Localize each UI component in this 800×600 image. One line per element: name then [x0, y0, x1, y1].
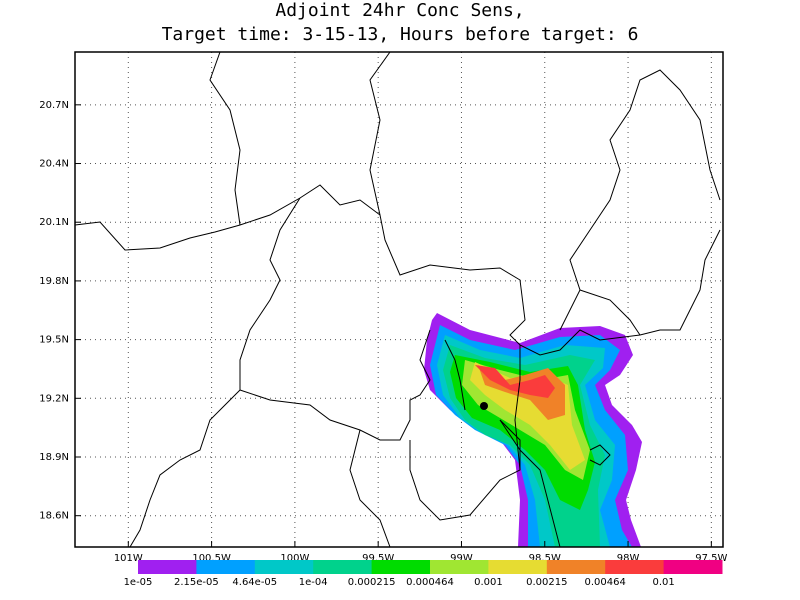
colorbar-label: 1e-04: [299, 577, 328, 588]
y-tick-label: 20.1N: [39, 217, 69, 228]
border: [369, 52, 391, 216]
title-line: Target time: 3-15-13, Hours before targe…: [162, 24, 639, 45]
border: [559, 69, 721, 331]
x-tick-label: 98.5W: [529, 553, 561, 564]
colorbar-segment: [138, 560, 197, 574]
colorbar: 1e-05 2.15e-05 4.64e-05 1e-04 0.000215 0.0004…: [124, 560, 723, 588]
axes: 18.6N 18.9N 19.2N 19.5N 19.8N 20.1N 20.4N 20.7N…: [39, 100, 727, 564]
y-tick-label: 18.6N: [39, 511, 69, 522]
plot-frame: [74, 51, 724, 548]
colorbar-segment: [488, 560, 548, 574]
colorbar-label: 2.15e-05: [174, 577, 219, 588]
colorbar-segment: [430, 560, 489, 574]
x-tick-label: 100W: [280, 553, 309, 564]
y-tick-label: 19.5N: [39, 335, 69, 346]
x-tick-label: 98W: [617, 553, 640, 564]
colorbar-label: 0.01: [652, 577, 674, 588]
border: [239, 329, 431, 441]
colorbar-segment: [605, 560, 665, 574]
borders: [75, 52, 721, 547]
colorbar-label: 1e-05: [124, 577, 153, 588]
border: [579, 289, 641, 336]
border: [75, 184, 721, 356]
colorbar-label: 4.64e-05: [232, 577, 277, 588]
border: [499, 419, 561, 547]
sensitivity-field: [424, 313, 642, 547]
title-line: Adjoint 24hr Conc Sens,: [275, 0, 524, 21]
colorbar-segment: [546, 560, 606, 574]
colorbar-segment: [254, 560, 314, 574]
border: [444, 339, 466, 411]
colorbar-label: 0.000215: [348, 577, 396, 588]
colorbar-segment: [196, 560, 256, 574]
border: [129, 197, 301, 547]
colorbar-label: 0.001: [474, 577, 503, 588]
colorbar-label: 0.00215: [526, 577, 567, 588]
colorbar-label: 0.000464: [406, 577, 454, 588]
colorbar-segment: [371, 560, 431, 574]
x-tick-label: 100.5W: [192, 553, 231, 564]
x-tick-label: 97.5W: [695, 553, 727, 564]
y-tick-label: 19.8N: [39, 276, 69, 287]
y-tick-label: 20.7N: [39, 100, 69, 111]
y-tick-label: 19.2N: [39, 393, 69, 404]
border: [514, 345, 521, 471]
colorbar-label: 0.00464: [585, 577, 626, 588]
border: [349, 429, 391, 547]
y-tick-label: 18.9N: [39, 452, 69, 463]
border: [589, 444, 611, 466]
x-tick-label: 99.5W: [362, 553, 394, 564]
x-tick-label: 101W: [114, 553, 143, 564]
colorbar-segment: [313, 560, 373, 574]
contour-level: [475, 365, 555, 398]
target-marker: [480, 402, 488, 410]
colorbar-segment: [663, 560, 723, 574]
y-tick-label: 20.4N: [39, 159, 69, 170]
x-tick-label: 99W: [450, 553, 473, 564]
border: [209, 52, 241, 226]
